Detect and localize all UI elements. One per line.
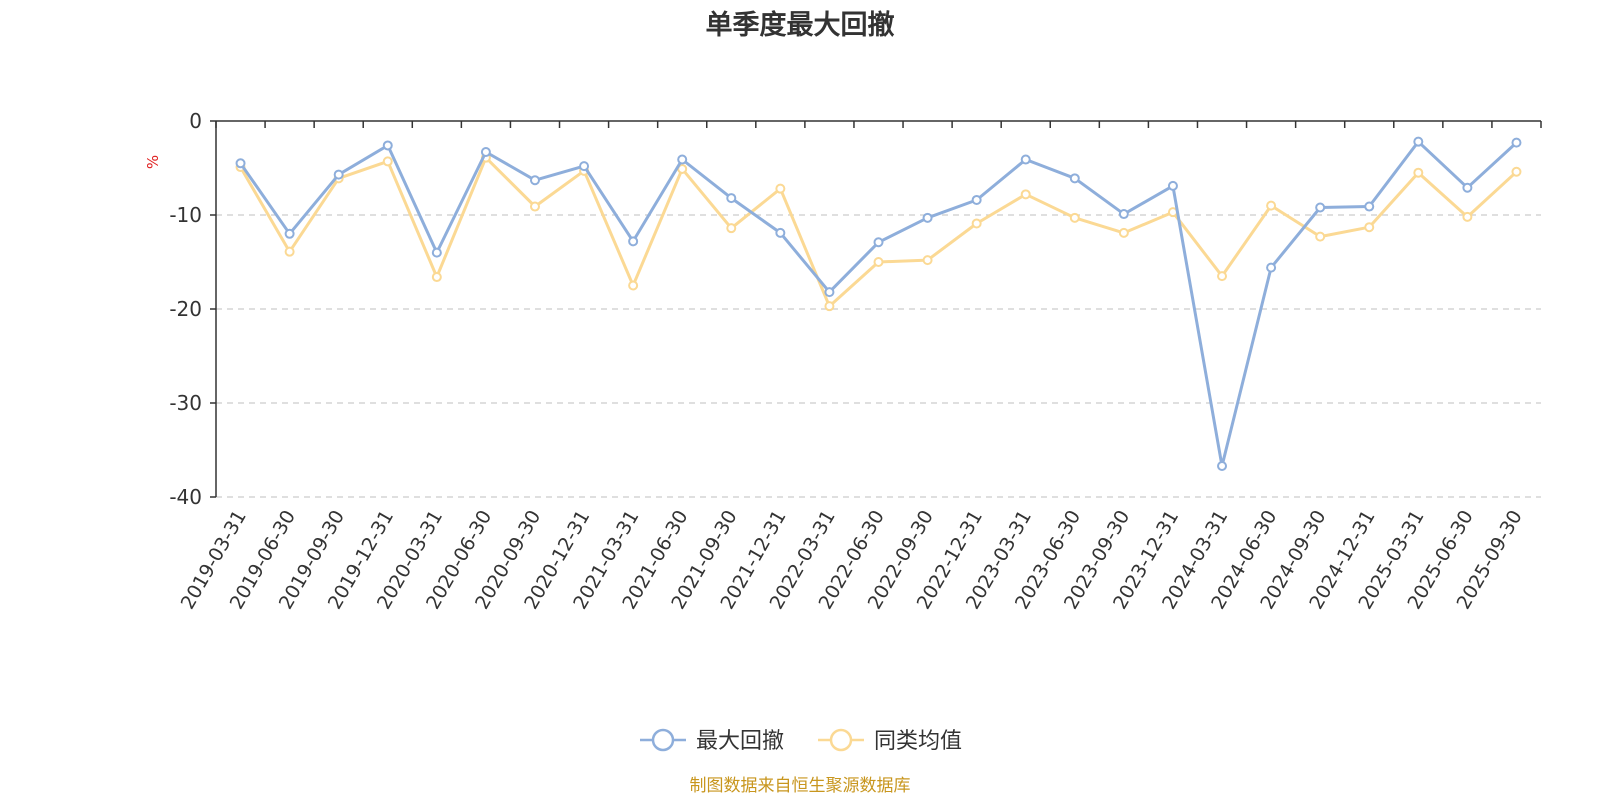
data-point[interactable] — [922, 212, 933, 223]
data-point[interactable] — [971, 218, 982, 229]
legend-marker — [829, 728, 853, 752]
y-tick-label: 0 — [189, 109, 202, 133]
series-0 — [235, 136, 1522, 471]
legend-label: 同类均值 — [874, 729, 962, 754]
data-point[interactable] — [824, 287, 835, 298]
data-point[interactable] — [1217, 460, 1228, 471]
y-tick-label: -40 — [169, 485, 202, 509]
data-point[interactable] — [1413, 136, 1424, 147]
series-line — [239, 156, 1518, 308]
y-tick-label: -20 — [169, 297, 202, 321]
y-axis-unit: % — [144, 155, 162, 169]
data-point[interactable] — [431, 247, 442, 258]
data-point[interactable] — [1217, 271, 1228, 282]
legend: 最大回撤 同类均值 — [640, 728, 962, 754]
data-point[interactable] — [1364, 222, 1375, 233]
data-point[interactable] — [824, 301, 835, 312]
data-point[interactable] — [726, 223, 737, 234]
data-point[interactable] — [284, 246, 295, 257]
data-point[interactable] — [628, 280, 639, 291]
data-point[interactable] — [726, 193, 737, 204]
data-point[interactable] — [775, 227, 786, 238]
y-tick-label: -30 — [169, 391, 202, 415]
legend-label: 最大回撤 — [696, 729, 784, 754]
series-line — [239, 140, 1518, 468]
data-point[interactable] — [1511, 166, 1522, 177]
data-point[interactable] — [1167, 180, 1178, 191]
data-point[interactable] — [1020, 154, 1031, 165]
data-point[interactable] — [677, 154, 688, 165]
data-point[interactable] — [1069, 173, 1080, 184]
data-point[interactable] — [873, 257, 884, 267]
data-point[interactable] — [579, 161, 590, 172]
data-point[interactable] — [971, 194, 982, 205]
data-point[interactable] — [1020, 189, 1031, 200]
y-axis-ticks: 0 -10 -20 -30 -40 — [169, 109, 216, 509]
series-group — [235, 136, 1522, 471]
y-tick-label: -10 — [169, 203, 202, 227]
data-point[interactable] — [480, 147, 491, 158]
data-point[interactable] — [529, 201, 540, 212]
data-point[interactable] — [1462, 211, 1473, 222]
data-point[interactable] — [1266, 262, 1277, 273]
data-point[interactable] — [775, 183, 786, 194]
data-point[interactable] — [873, 237, 884, 248]
data-point[interactable] — [1364, 201, 1375, 212]
data-point[interactable] — [333, 169, 344, 180]
legend-item[interactable]: 最大回撤 — [640, 728, 784, 754]
data-point[interactable] — [1511, 137, 1522, 148]
data-point[interactable] — [431, 272, 442, 283]
data-point[interactable] — [628, 236, 639, 247]
grid-lines — [216, 214, 1541, 498]
data-point[interactable] — [1266, 200, 1277, 211]
data-point[interactable] — [1462, 182, 1473, 193]
legend-marker — [651, 728, 675, 752]
chart-title: 单季度最大回撤 — [706, 9, 895, 41]
source-note: 制图数据来自恒生聚源数据库 — [690, 776, 911, 796]
data-point[interactable] — [922, 255, 933, 266]
data-point[interactable] — [382, 156, 393, 167]
data-point[interactable] — [235, 158, 246, 169]
data-point[interactable] — [1413, 167, 1424, 178]
series-1 — [235, 152, 1522, 312]
data-point[interactable] — [1069, 212, 1080, 223]
data-point[interactable] — [1118, 209, 1129, 220]
data-point[interactable] — [1118, 227, 1129, 238]
data-point[interactable] — [1315, 202, 1326, 213]
x-axis-ticks: 2019-03-312019-06-302019-09-302019-12-31… — [177, 121, 1542, 613]
data-point[interactable] — [284, 228, 295, 239]
legend-item[interactable]: 同类均值 — [818, 728, 962, 754]
data-point[interactable] — [529, 175, 540, 186]
data-point[interactable] — [382, 140, 393, 151]
data-point[interactable] — [1315, 231, 1326, 242]
